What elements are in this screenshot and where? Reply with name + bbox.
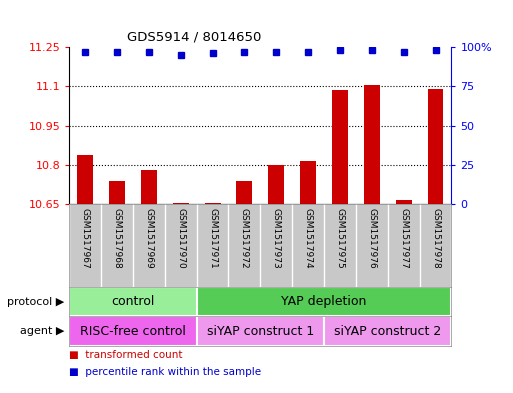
Text: GSM1517978: GSM1517978: [431, 208, 440, 269]
Text: ■  percentile rank within the sample: ■ percentile rank within the sample: [69, 367, 262, 377]
Bar: [69, 287, 196, 316]
Bar: [205, 202, 221, 204]
Text: GSM1517967: GSM1517967: [81, 208, 90, 269]
Text: RISC-free control: RISC-free control: [80, 325, 186, 338]
Bar: [268, 165, 284, 204]
Text: GSM1517968: GSM1517968: [112, 208, 122, 269]
Text: protocol ▶: protocol ▶: [7, 297, 64, 307]
Text: control: control: [111, 295, 154, 308]
Text: GDS5914 / 8014650: GDS5914 / 8014650: [127, 30, 261, 43]
Bar: [196, 287, 451, 316]
Text: GSM1517974: GSM1517974: [304, 208, 312, 269]
Bar: [173, 203, 189, 204]
Bar: [69, 316, 196, 346]
Bar: [396, 200, 411, 204]
Bar: [77, 154, 93, 204]
Text: GSM1517969: GSM1517969: [144, 208, 153, 269]
Bar: [141, 170, 157, 204]
Bar: [236, 181, 252, 204]
Bar: [427, 89, 443, 204]
Bar: [300, 162, 316, 204]
Bar: [332, 90, 348, 204]
Text: GSM1517977: GSM1517977: [399, 208, 408, 269]
Text: siYAP construct 1: siYAP construct 1: [207, 325, 314, 338]
Bar: [109, 181, 125, 204]
Text: YAP depletion: YAP depletion: [281, 295, 367, 308]
Bar: [364, 85, 380, 204]
Text: GSM1517971: GSM1517971: [208, 208, 217, 269]
Text: GSM1517970: GSM1517970: [176, 208, 185, 269]
Bar: [196, 316, 324, 346]
Text: GSM1517976: GSM1517976: [367, 208, 377, 269]
Text: GSM1517975: GSM1517975: [336, 208, 344, 269]
Bar: [324, 316, 451, 346]
Text: siYAP construct 2: siYAP construct 2: [334, 325, 441, 338]
Text: GSM1517973: GSM1517973: [272, 208, 281, 269]
Text: agent ▶: agent ▶: [19, 326, 64, 336]
Text: ■  transformed count: ■ transformed count: [69, 350, 183, 360]
Text: GSM1517972: GSM1517972: [240, 208, 249, 269]
